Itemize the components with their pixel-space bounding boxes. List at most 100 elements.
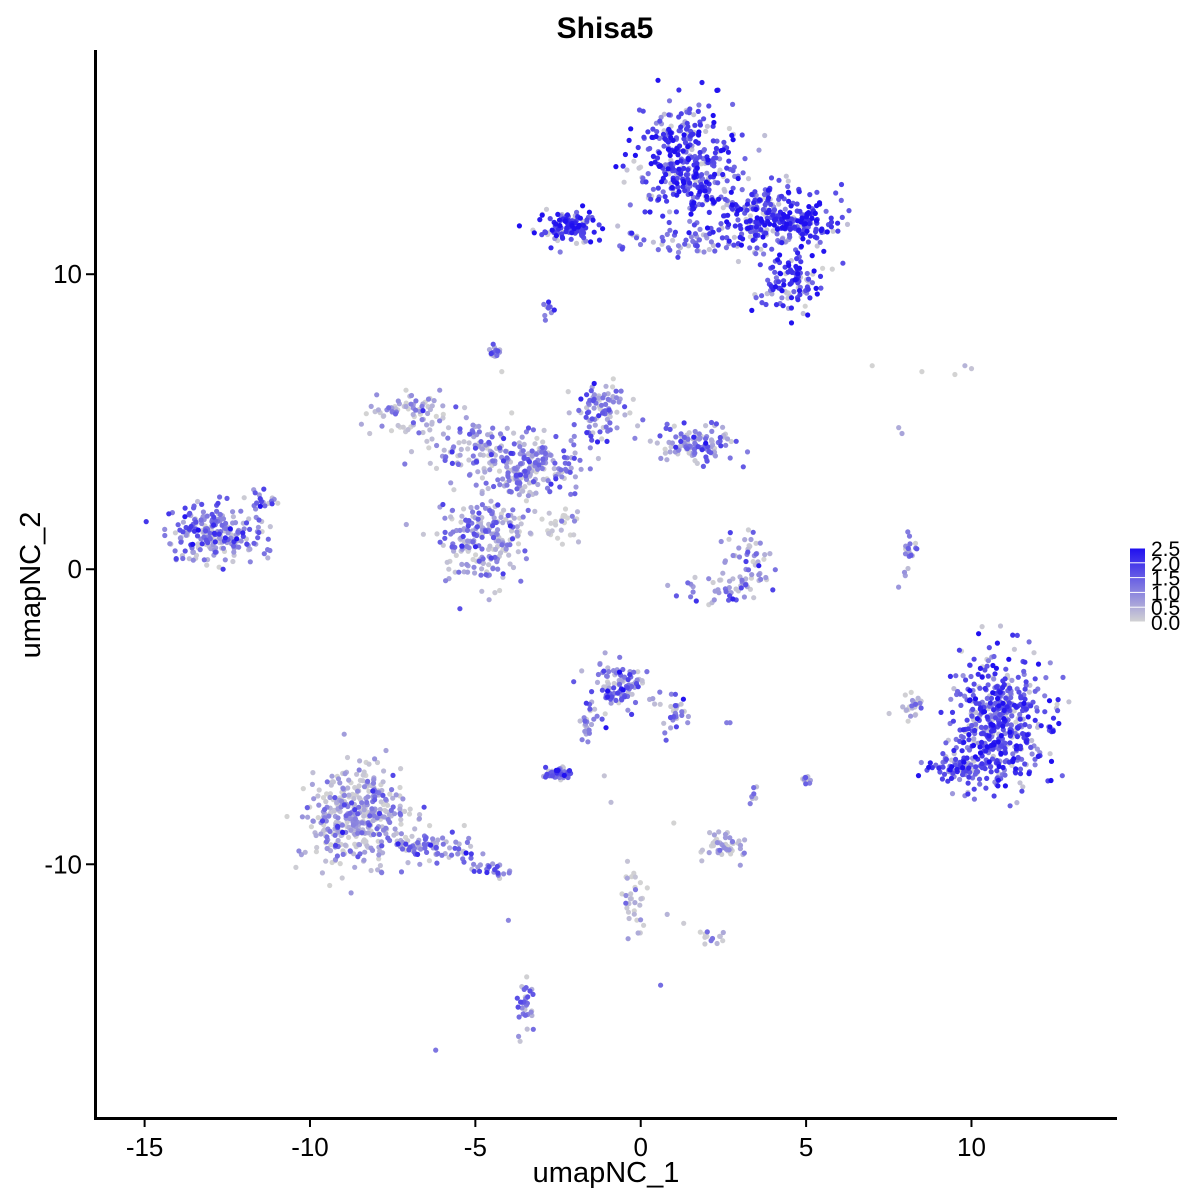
scatter-point bbox=[387, 819, 393, 826]
scatter-point bbox=[261, 486, 267, 492]
scatter-point bbox=[966, 698, 973, 704]
scatter-point bbox=[377, 806, 383, 813]
scatter-point bbox=[399, 846, 406, 852]
scatter-point bbox=[720, 938, 726, 944]
scatter-point bbox=[768, 201, 774, 207]
scatter-point bbox=[692, 450, 698, 456]
scatter-point bbox=[739, 187, 745, 193]
scatter-point bbox=[547, 216, 553, 222]
scatter-point bbox=[516, 492, 522, 498]
scatter-point bbox=[772, 284, 779, 290]
scatter-point bbox=[247, 526, 253, 533]
scatter-point bbox=[495, 566, 501, 572]
scatter-point bbox=[555, 211, 561, 217]
scatter-point bbox=[688, 191, 694, 197]
scatter-point bbox=[442, 529, 448, 536]
scatter-point bbox=[352, 864, 358, 870]
scatter-point bbox=[172, 530, 178, 536]
scatter-point bbox=[661, 720, 667, 726]
scatter-point bbox=[405, 860, 411, 866]
scatter-point bbox=[571, 532, 577, 538]
scatter-point bbox=[691, 434, 697, 440]
scatter-point bbox=[727, 455, 733, 461]
scatter-point bbox=[720, 171, 726, 178]
scatter-point bbox=[1024, 732, 1030, 738]
scatter-point bbox=[636, 165, 642, 171]
scatter-point bbox=[522, 548, 528, 554]
scatter-point bbox=[975, 671, 981, 677]
scatter-point bbox=[976, 776, 983, 782]
scatter-point bbox=[747, 218, 753, 224]
scatter-point bbox=[626, 137, 632, 143]
scatter-point bbox=[968, 366, 975, 372]
scatter-point bbox=[352, 816, 358, 822]
scatter-point bbox=[547, 452, 553, 458]
scatter-point bbox=[143, 519, 149, 525]
scatter-point bbox=[695, 108, 701, 114]
scatter-point bbox=[517, 444, 523, 450]
scatter-point bbox=[667, 426, 673, 432]
scatter-point bbox=[1026, 771, 1032, 777]
scatter-point bbox=[687, 218, 693, 224]
scatter-point bbox=[678, 171, 684, 177]
scatter-point bbox=[374, 392, 380, 398]
scatter-point bbox=[385, 802, 391, 808]
scatter-point bbox=[673, 703, 679, 709]
scatter-point bbox=[551, 466, 557, 472]
scatter-point bbox=[180, 555, 186, 562]
scatter-point bbox=[776, 201, 782, 207]
scatter-point bbox=[473, 458, 479, 465]
scatter-point bbox=[896, 584, 902, 590]
scatter-point bbox=[545, 305, 552, 311]
scatter-point bbox=[441, 447, 447, 453]
legend-label: 2.5 bbox=[1151, 538, 1180, 561]
y-tick-label: 0 bbox=[68, 554, 82, 584]
scatter-point bbox=[514, 486, 520, 492]
scatter-point bbox=[327, 882, 333, 889]
scatter-point bbox=[437, 539, 443, 545]
scatter-point bbox=[1007, 685, 1013, 691]
scatter-point bbox=[635, 144, 641, 151]
scatter-point bbox=[477, 862, 483, 868]
scatter-point bbox=[1003, 695, 1009, 701]
scatter-point bbox=[743, 582, 749, 588]
scatter-point bbox=[504, 455, 510, 461]
scatter-point bbox=[993, 665, 1000, 671]
scatter-point bbox=[205, 540, 211, 546]
scatter-point bbox=[1013, 766, 1019, 772]
scatter-point bbox=[614, 425, 620, 431]
scatter-point bbox=[694, 243, 700, 249]
scatter-point bbox=[650, 153, 657, 159]
scatter-point bbox=[496, 468, 503, 474]
scatter-point bbox=[740, 236, 746, 242]
scatter-point bbox=[167, 541, 173, 547]
scatter-point bbox=[499, 369, 505, 375]
scatter-point bbox=[670, 177, 676, 183]
scatter-point bbox=[650, 186, 657, 192]
scatter-point bbox=[265, 555, 271, 561]
scatter-point bbox=[763, 301, 769, 308]
scatter-point bbox=[965, 780, 971, 786]
scatter-point bbox=[905, 718, 911, 724]
scatter-point bbox=[765, 195, 772, 201]
scatter-point bbox=[769, 246, 775, 252]
scatter-point bbox=[1010, 632, 1016, 638]
scatter-point bbox=[744, 207, 750, 213]
scatter-point bbox=[211, 514, 217, 520]
scatter-point bbox=[770, 212, 776, 218]
scatter-point bbox=[833, 190, 839, 196]
scatter-point bbox=[689, 132, 695, 138]
scatter-point bbox=[639, 678, 645, 684]
scatter-point bbox=[579, 737, 585, 743]
scatter-point bbox=[335, 837, 341, 844]
scatter-point bbox=[545, 478, 551, 484]
scatter-point bbox=[995, 695, 1001, 702]
scatter-point bbox=[971, 681, 977, 687]
scatter-point bbox=[664, 231, 670, 237]
scatter-point bbox=[710, 138, 716, 144]
scatter-point bbox=[465, 523, 471, 529]
scatter-point bbox=[461, 822, 467, 829]
scatter-point bbox=[352, 807, 358, 813]
scatter-point bbox=[745, 176, 752, 182]
scatter-point bbox=[519, 434, 525, 440]
